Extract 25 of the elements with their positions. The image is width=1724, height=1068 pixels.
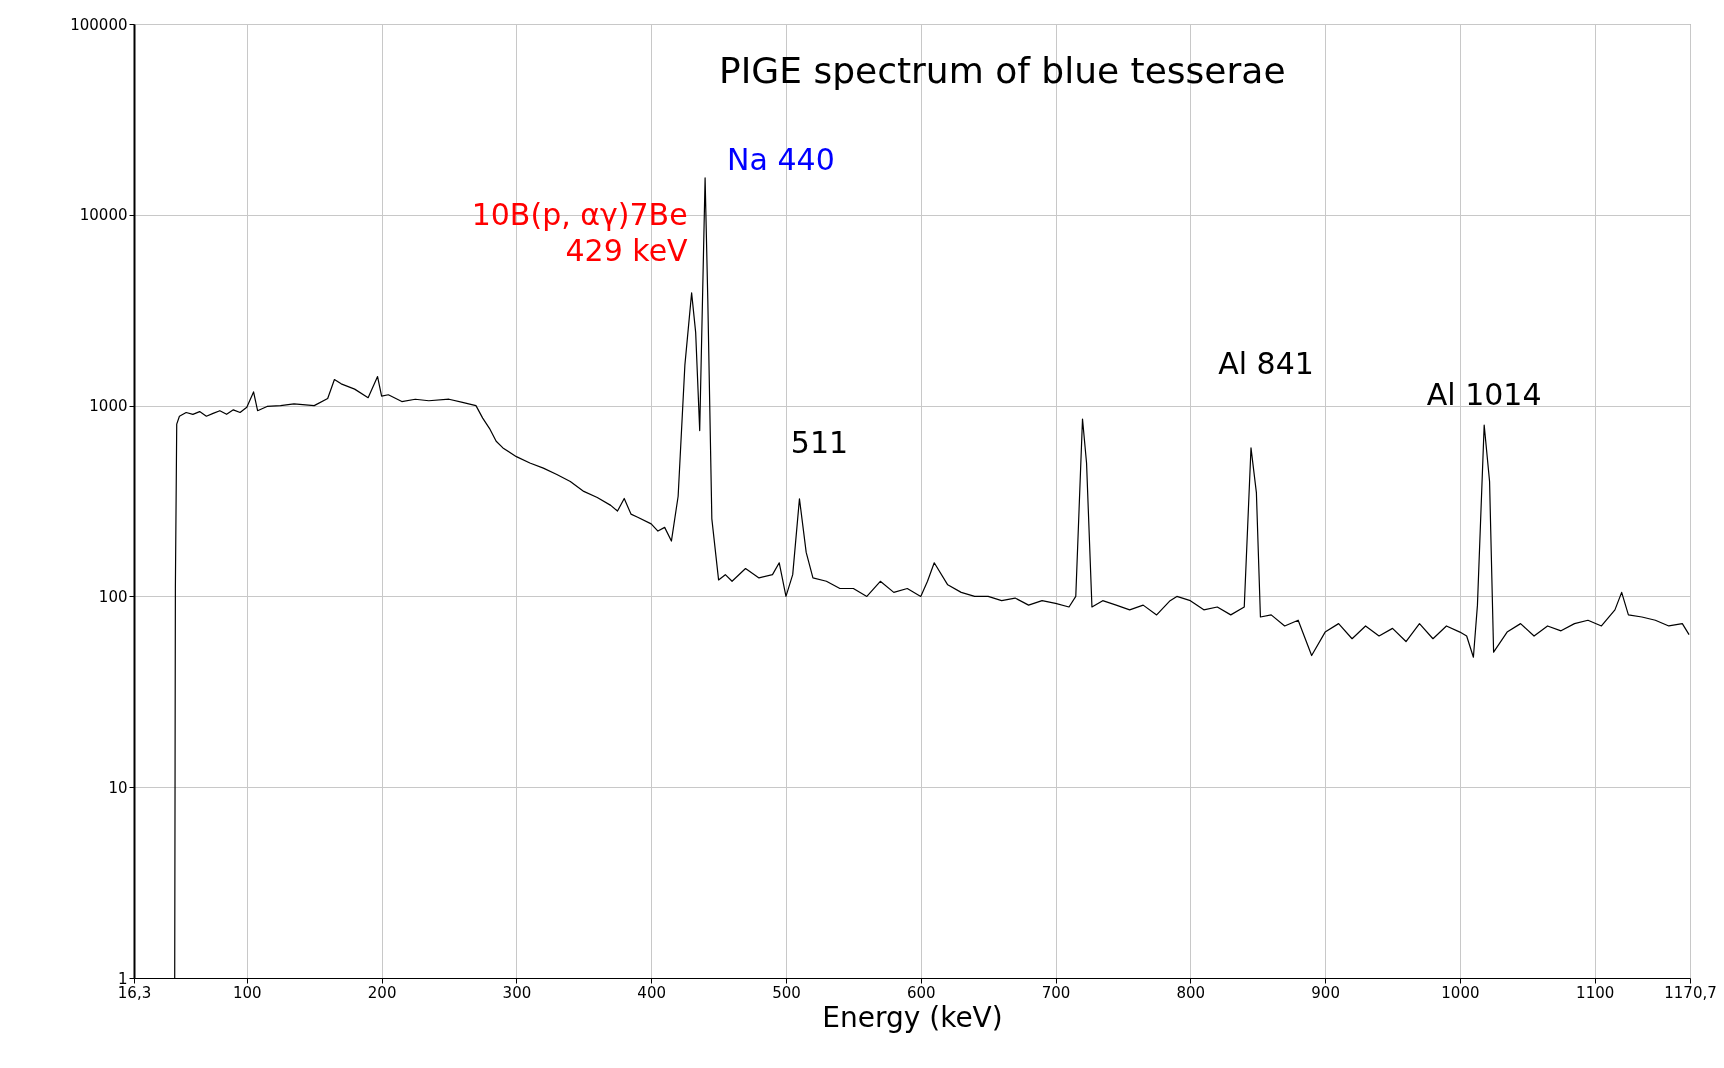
annotation: 511 [790, 424, 849, 460]
annotation: Al 1014 [1426, 377, 1542, 413]
annotation: 10B(p, αγ)7Be 429 keV [471, 196, 689, 268]
text: PIGE spectrum of blue tesserae [718, 50, 1286, 91]
x-tick-label: 500 [772, 983, 801, 1002]
y-tick-label: 100000 [70, 15, 128, 34]
x-tick-label: 1000 [1441, 983, 1480, 1002]
x-tick-label: 400 [637, 983, 666, 1002]
x-tick-label: 1100 [1576, 983, 1615, 1002]
annotation: Na 440 [727, 141, 835, 177]
x-tick-label: 800 [1176, 983, 1206, 1002]
x-tick-label: 900 [1311, 983, 1340, 1002]
x-axis-title: Energy (keV) [822, 1000, 1003, 1034]
x-tick-label: 1170,7 [1664, 983, 1717, 1002]
x-tick-label: 16,3 [117, 983, 152, 1002]
y-tick-label: 10 [108, 778, 128, 797]
x-tick-label: 700 [1041, 983, 1071, 1002]
annotation: Al 841 [1218, 345, 1314, 381]
x-tick-label: 300 [502, 983, 532, 1002]
y-tick-label: 100 [98, 587, 128, 606]
x-tick-label: 200 [367, 983, 397, 1002]
y-tick-label: 10000 [79, 206, 128, 225]
x-tick-label: 100 [233, 983, 262, 1002]
x-tick-label: 600 [906, 983, 936, 1002]
y-tick-label: 1000 [89, 397, 128, 416]
